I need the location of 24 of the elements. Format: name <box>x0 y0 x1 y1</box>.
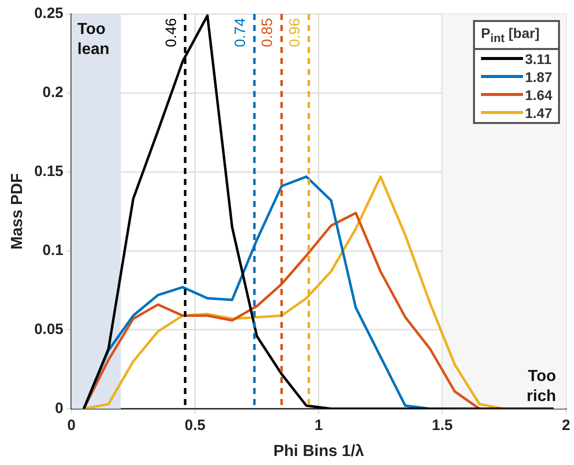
legend-label: 1.87 <box>525 68 552 85</box>
ref-line-label: 0.74 <box>232 18 250 48</box>
y-tick-label: 0.25 <box>34 5 64 22</box>
x-tick-label: 0 <box>67 416 76 434</box>
ref-line-label: 0.46 <box>162 18 180 48</box>
x-tick-label: 2 <box>562 416 570 434</box>
ref-line-label: 0.96 <box>286 18 304 48</box>
x-tick-label: 1.5 <box>432 416 453 434</box>
y-tick-label: 0.2 <box>42 84 64 102</box>
legend-label: 1.47 <box>525 104 552 121</box>
y-tick-label: 0.1 <box>42 242 64 260</box>
x-tick-label: 0.5 <box>184 416 206 434</box>
legend-title: P$_{int}$ [bar] <box>475 22 558 50</box>
ref-line-label: 0.85 <box>259 18 276 48</box>
y-tick-label: 0 <box>55 400 64 417</box>
y-axis-title: Mass PDF <box>9 172 26 250</box>
y-tick-label: 0.15 <box>34 163 64 180</box>
x-axis-title: Phi Bins 1/λ <box>273 442 364 460</box>
x-tick-label: 1 <box>314 416 323 434</box>
band-label: Too rich <box>526 368 556 405</box>
legend-label: 3.11 <box>525 50 552 67</box>
band-label: Too lean <box>77 21 110 58</box>
y-tick-label: 0.05 <box>34 320 64 338</box>
legend-label: 1.64 <box>525 86 552 103</box>
